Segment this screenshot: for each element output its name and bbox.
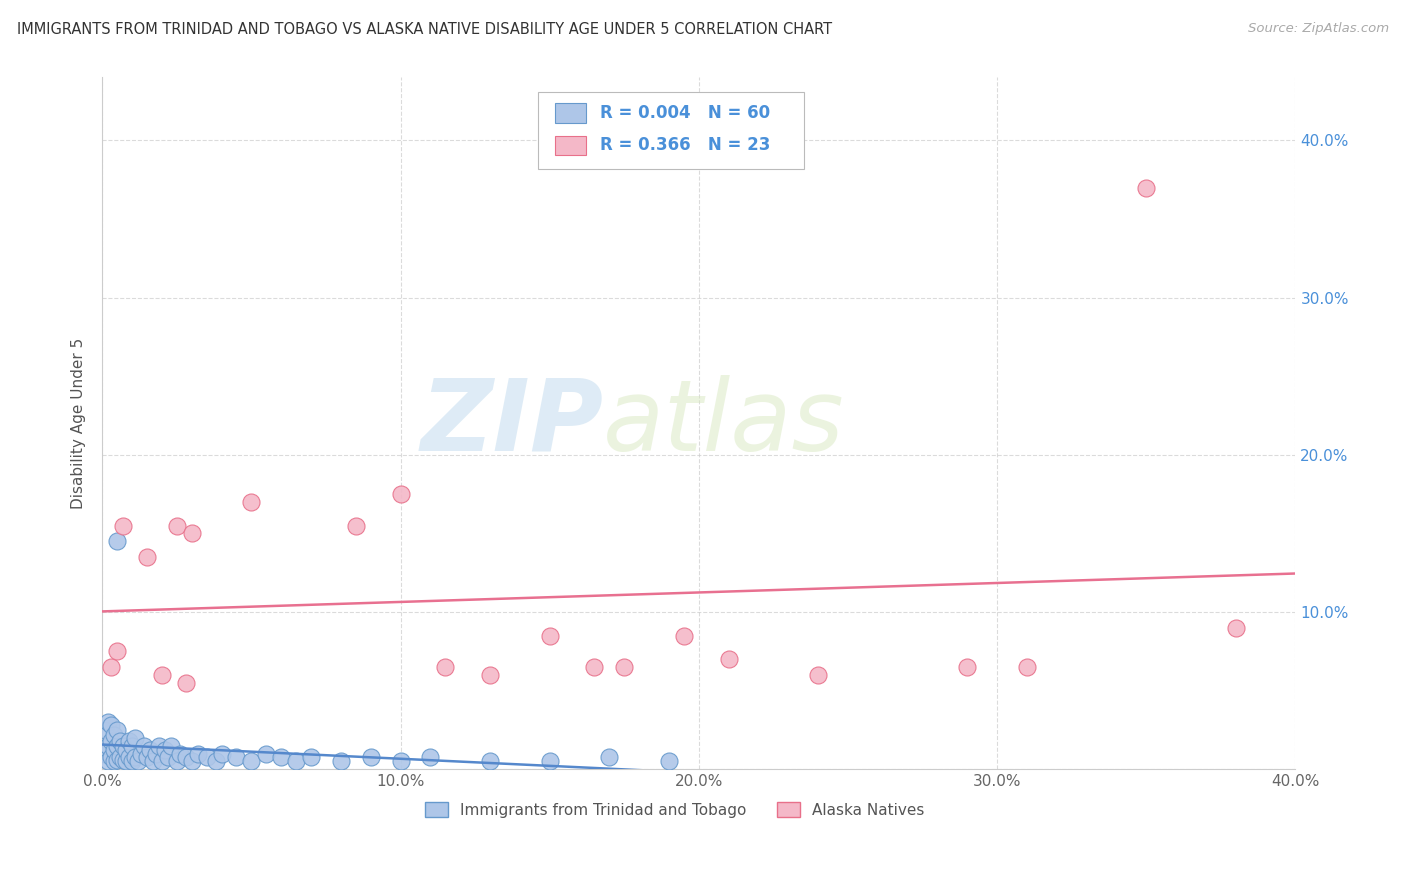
Point [100, 734, 122, 748]
Point [118, 734, 141, 748]
Point [180, 755, 202, 769]
Point [103, 755, 125, 769]
Point [538, 755, 561, 769]
Point [105, 723, 128, 737]
Point [598, 749, 620, 764]
Point [132, 739, 155, 753]
Point [285, 755, 308, 769]
Point [124, 749, 146, 764]
Point [100, 718, 122, 732]
Point [479, 755, 502, 769]
Point [94, 723, 117, 737]
Text: ZIP: ZIP [420, 375, 603, 472]
Point [108, 749, 131, 764]
Point [153, 743, 176, 757]
Point [112, 518, 135, 533]
Text: IMMIGRANTS FROM TRINIDAD AND TOBAGO VS ALASKA NATIVE DISABILITY AGE UNDER 5 CORR: IMMIGRANTS FROM TRINIDAD AND TOBAGO VS A… [17, 22, 832, 37]
Text: Source: ZipAtlas.com: Source: ZipAtlas.com [1249, 22, 1389, 36]
Point [240, 495, 263, 509]
Point [717, 652, 740, 666]
Point [240, 755, 263, 769]
Point [166, 518, 188, 533]
Point [97, 739, 120, 753]
Point [94, 747, 117, 761]
Text: R = 0.004   N = 60: R = 0.004 N = 60 [600, 104, 770, 122]
Point [103, 743, 125, 757]
Point [159, 739, 181, 753]
Point [112, 739, 135, 753]
Point [124, 731, 146, 745]
Point [127, 755, 149, 769]
Point [105, 739, 128, 753]
Point [360, 749, 382, 764]
Point [479, 668, 502, 682]
Point [100, 660, 122, 674]
Point [1015, 660, 1038, 674]
Point [419, 749, 441, 764]
Point [956, 660, 979, 674]
Point [121, 755, 143, 769]
Point [389, 487, 412, 501]
Point [97, 755, 120, 769]
Point [174, 675, 197, 690]
Point [148, 739, 170, 753]
Point [195, 749, 218, 764]
Point [105, 753, 128, 767]
Point [613, 660, 636, 674]
Point [105, 534, 128, 549]
Point [150, 755, 173, 769]
Text: atlas: atlas [603, 375, 845, 472]
Point [115, 743, 138, 757]
Point [434, 660, 457, 674]
Point [142, 755, 165, 769]
Point [156, 749, 179, 764]
Point [166, 755, 188, 769]
Point [344, 518, 367, 533]
Point [103, 728, 125, 742]
Point [121, 739, 143, 753]
Point [672, 629, 695, 643]
Point [204, 755, 226, 769]
Point [174, 749, 197, 764]
Point [136, 749, 159, 764]
Point [150, 668, 173, 682]
Legend: Immigrants from Trinidad and Tobago, Alaska Natives: Immigrants from Trinidad and Tobago, Ala… [419, 796, 931, 824]
Point [115, 755, 138, 769]
Point [270, 749, 292, 764]
Point [100, 749, 122, 764]
Point [108, 734, 131, 748]
Point [658, 755, 681, 769]
Point [1225, 621, 1247, 635]
Point [583, 660, 606, 674]
Y-axis label: Disability Age Under 5: Disability Age Under 5 [72, 338, 86, 509]
Point [389, 755, 412, 769]
Point [538, 629, 561, 643]
Point [807, 668, 830, 682]
Point [211, 747, 233, 761]
Point [97, 715, 120, 730]
Point [118, 749, 141, 764]
Point [129, 747, 152, 761]
Point [145, 747, 167, 761]
Point [225, 749, 247, 764]
Text: R = 0.366   N = 23: R = 0.366 N = 23 [600, 136, 770, 154]
Point [169, 747, 191, 761]
Point [112, 753, 135, 767]
Point [299, 749, 322, 764]
Point [1135, 180, 1157, 194]
Point [105, 644, 128, 658]
Point [254, 747, 277, 761]
Point [139, 743, 162, 757]
Point [136, 549, 159, 564]
Point [180, 526, 202, 541]
Point [187, 747, 209, 761]
Point [329, 755, 352, 769]
